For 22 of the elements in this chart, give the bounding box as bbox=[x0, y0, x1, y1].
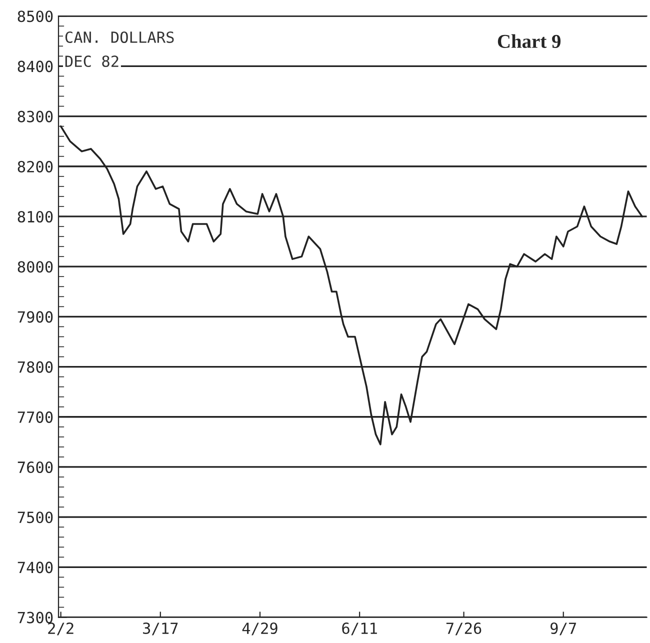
y-tick-label: 7400 bbox=[18, 562, 53, 574]
x-tick-label: 2/2 bbox=[48, 622, 74, 636]
y-tick-label: 8500 bbox=[18, 10, 53, 22]
annotation: CAN. DOLLARS bbox=[65, 31, 174, 44]
x-tick-label: 6/11 bbox=[342, 622, 377, 636]
x-tick-label: 4/29 bbox=[242, 622, 278, 636]
text: Chart 9 bbox=[498, 34, 561, 48]
x-tick-label: 9/7 bbox=[550, 622, 576, 636]
y-tick-label: 7800 bbox=[18, 361, 53, 373]
y-tick-label: 7700 bbox=[18, 411, 53, 423]
y-tick-label: 7600 bbox=[18, 461, 53, 474]
y-tick-label: 7900 bbox=[18, 311, 53, 323]
x-tick-label: 7/26 bbox=[446, 622, 482, 636]
x-tick-label: 3/17 bbox=[143, 622, 178, 636]
y-tick-label: 8000 bbox=[18, 261, 53, 273]
y-tick-label: 8100 bbox=[18, 210, 53, 223]
y-tick-label: 7300 bbox=[18, 612, 53, 624]
annotation: DEC 82 bbox=[65, 56, 118, 68]
y-tick-label: 8200 bbox=[18, 160, 53, 172]
y-tick-label: 8400 bbox=[18, 60, 53, 72]
y-tick-label: 8300 bbox=[18, 110, 53, 122]
y-tick-label: 7500 bbox=[18, 512, 53, 524]
